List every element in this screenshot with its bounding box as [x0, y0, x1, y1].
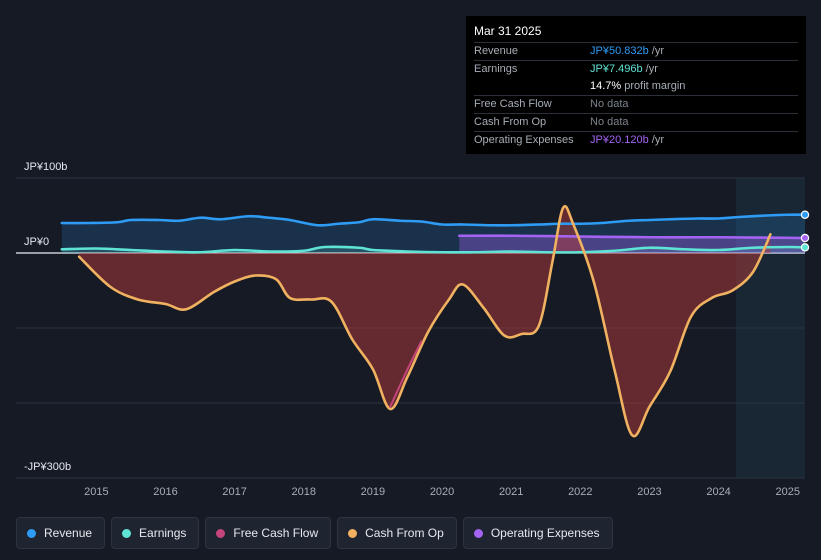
tooltip-label: Earnings	[474, 63, 518, 75]
legend-item-cash-from-op[interactable]: Cash From Op	[337, 517, 457, 549]
tooltip-label: Revenue	[474, 45, 519, 57]
series-lines	[60, 204, 807, 438]
tooltip-row-revenue: Revenue JP¥50.832b /yr	[474, 42, 798, 60]
series-end-dots	[800, 210, 810, 252]
x-tick-label: 2016	[153, 486, 177, 498]
tooltip-label	[474, 78, 590, 95]
x-tick-label: 2020	[430, 486, 454, 498]
x-tick-label: 2015	[84, 486, 108, 498]
revenue-end-point	[800, 210, 810, 219]
tooltip-row-cash-from-op: Cash From Op No data	[474, 113, 798, 131]
tooltip-unit: /yr	[642, 63, 658, 75]
chart: JP¥100b JP¥0 -JP¥300b 2015 2016 2017 2018 2019…	[16, 161, 810, 498]
tooltip-label: Operating Expenses	[474, 134, 574, 146]
legend: Revenue Earnings Free Cash Flow Cash Fro…	[16, 517, 613, 549]
tooltip-row-free-cash-flow: Free Cash Flow No data	[474, 95, 798, 113]
tooltip-row-earnings: Earnings JP¥7.496b /yr	[474, 60, 798, 78]
x-tick-label: 2022	[568, 486, 592, 498]
tooltip-row-profit-margin: 14.7% profit margin	[474, 78, 798, 95]
revenue-line	[60, 213, 807, 227]
cash-from-op-line	[77, 204, 772, 438]
x-axis-ticks: 2015 2016 2017 2018 2019 2020 2021 2022 2023 2024…	[84, 486, 800, 498]
tooltip-label: Cash From Op	[474, 116, 547, 128]
legend-label: Cash From Op	[365, 526, 444, 540]
legend-item-free-cash-flow[interactable]: Free Cash Flow	[205, 517, 332, 549]
legend-item-earnings[interactable]: Earnings	[111, 517, 200, 549]
y-tick-label: JP¥100b	[24, 161, 67, 173]
free-cash-flow-line	[389, 340, 423, 408]
x-tick-label: 2023	[637, 486, 661, 498]
tooltip: Mar 31 2025 Revenue JP¥50.832b /yr Earni…	[466, 16, 806, 154]
tooltip-value: No data	[590, 98, 629, 110]
revenue-dot-icon	[27, 528, 36, 538]
tooltip-unit: /yr	[648, 134, 664, 146]
tooltip-unit: /yr	[648, 45, 664, 57]
x-tick-label: 2021	[499, 486, 523, 498]
earnings-dot-icon	[122, 528, 132, 538]
x-tick-label: 2025	[775, 486, 799, 498]
earnings-end-point	[800, 243, 810, 252]
x-tick-label: 2019	[361, 486, 385, 498]
y-tick-label: -JP¥300b	[24, 461, 71, 473]
tooltip-date: Mar 31 2025	[474, 24, 542, 38]
x-tick-label: 2018	[292, 486, 316, 498]
tooltip-value: No data	[590, 116, 629, 128]
tooltip-row-operating-expenses: Operating Expenses JP¥20.120b /yr	[474, 131, 798, 149]
legend-label: Free Cash Flow	[233, 526, 319, 540]
legend-label: Revenue	[44, 526, 93, 540]
legend-item-revenue[interactable]: Revenue	[16, 517, 106, 549]
tooltip-value: 14.7% profit margin	[590, 78, 685, 95]
tooltip-profit-margin-value: 14.7%	[590, 80, 622, 92]
legend-label: Operating Expenses	[490, 526, 600, 540]
legend-item-operating-expenses[interactable]: Operating Expenses	[462, 517, 613, 549]
tooltip-value: JP¥7.496b /yr	[590, 61, 658, 78]
y-axis-ticks: JP¥100b JP¥0 -JP¥300b	[24, 161, 71, 473]
x-tick-label: 2017	[222, 486, 246, 498]
operating-expenses-dot-icon	[473, 528, 483, 538]
tooltip-value: JP¥50.832b /yr	[590, 43, 664, 60]
y-tick-label: JP¥0	[24, 236, 49, 248]
earnings-line	[60, 245, 807, 254]
cash-from-op-area	[79, 206, 771, 437]
operating-expenses-line	[458, 234, 807, 240]
operating-expenses-area	[459, 235, 805, 253]
legend-label: Earnings	[139, 526, 187, 540]
tooltip-earnings-value: JP¥7.496b	[590, 63, 643, 75]
tooltip-opex-value: JP¥20.120b	[590, 134, 649, 146]
x-tick-label: 2024	[706, 486, 730, 498]
tooltip-revenue-value: JP¥50.832b	[590, 45, 649, 57]
tooltip-label: Free Cash Flow	[474, 98, 552, 110]
free-cash-flow-dot-icon	[216, 528, 226, 538]
cash-from-op-dot-icon	[348, 528, 358, 538]
revenue-area	[61, 214, 806, 253]
operating-expenses-end-point	[800, 233, 810, 243]
tooltip-value: JP¥20.120b /yr	[590, 132, 664, 149]
tooltip-unit: profit margin	[621, 80, 686, 92]
